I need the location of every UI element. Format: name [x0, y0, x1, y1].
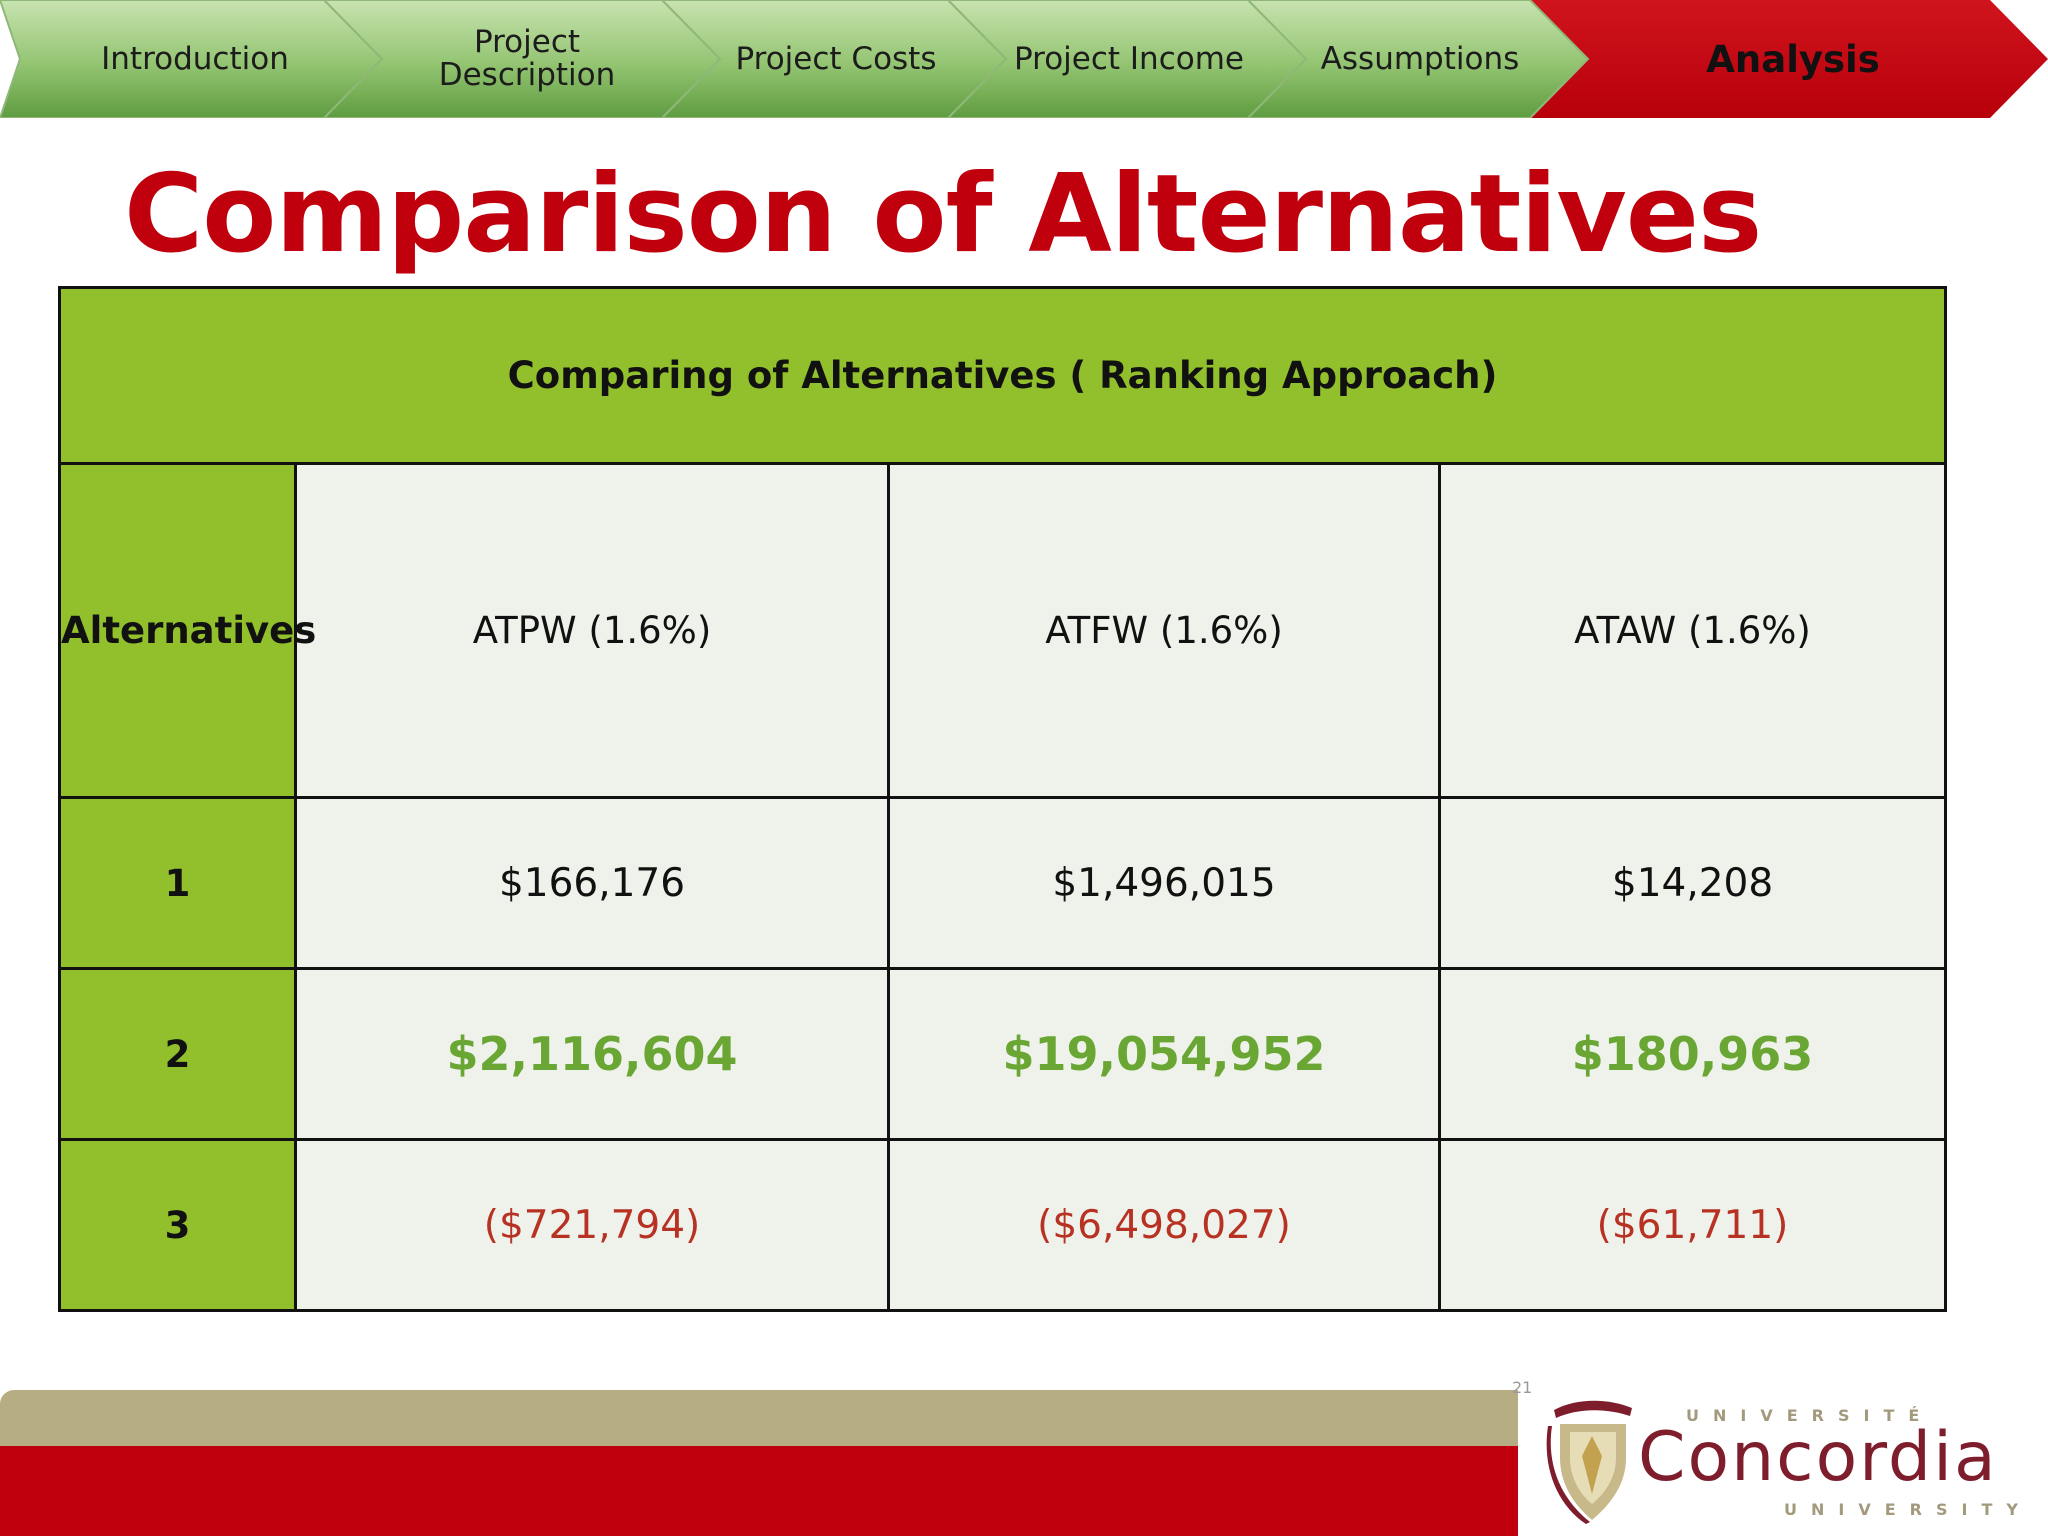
crumb-introduction[interactable]: Introduction — [101, 40, 289, 77]
footer-red-band — [0, 1446, 1518, 1536]
ataw-value: $14,208 — [1437, 796, 1948, 970]
ataw-value: $180,963 — [1437, 967, 1948, 1141]
section-nav-background — [0, 0, 2048, 118]
atpw-value: ($721,794) — [294, 1138, 890, 1312]
atfw-value: $1,496,015 — [887, 796, 1441, 970]
table-caption-row: Comparing of Alternatives ( Ranking Appr… — [57, 286, 1948, 465]
slide-title: Comparison of Alternatives — [124, 152, 1762, 277]
crumb-shape-introduction[interactable] — [0, 0, 384, 118]
column-header-atfw: ATFW (1.6%) — [887, 462, 1441, 799]
alternatives-header: Alternatives — [58, 462, 316, 799]
column-header-atpw: ATPW (1.6%) — [294, 462, 890, 799]
crumb-project-description[interactable]: Project Description — [438, 24, 616, 93]
logo-concordia-text: Concordia — [1638, 1418, 1998, 1497]
alternative-label: 3 — [58, 1138, 297, 1312]
table-row: 3 ($721,794) ($6,498,027) ($61,711) — [58, 1138, 1948, 1312]
page-number: 21 — [1512, 1378, 1533, 1397]
table-header-row: Alternatives ATPW (1.6%) ATFW (1.6%) ATA… — [58, 462, 1948, 799]
table-caption: Comparing of Alternatives ( Ranking Appr… — [57, 286, 1948, 465]
table-row: 1 $166,176 $1,496,015 $14,208 — [58, 796, 1948, 970]
alternative-label: 2 — [58, 967, 297, 1141]
atfw-value: $19,054,952 — [887, 967, 1441, 1141]
atpw-value: $2,116,604 — [294, 967, 890, 1141]
ataw-value: ($61,711) — [1437, 1138, 1948, 1312]
logo-universite-text: UNIVERSITÉ — [1686, 1406, 1934, 1425]
atfw-value: ($6,498,027) — [887, 1138, 1441, 1312]
alternative-label: 1 — [58, 796, 297, 970]
atpw-value: $166,176 — [294, 796, 890, 970]
column-header-ataw: ATAW (1.6%) — [1437, 462, 1948, 799]
concordia-shield-icon — [1546, 1400, 1632, 1524]
crumb-assumptions[interactable]: Assumptions — [1320, 40, 1520, 77]
comparison-table: Comparing of Alternatives ( Ranking Appr… — [57, 286, 1948, 1312]
table-row: 2 $2,116,604 $19,054,952 $180,963 — [58, 967, 1948, 1141]
footer-tan-band — [0, 1390, 1518, 1448]
crumb-project-costs[interactable]: Project Costs — [735, 40, 937, 77]
crumb-project-income[interactable]: Project Income — [1014, 40, 1244, 77]
section-nav: Introduction Project Description Project… — [0, 0, 2048, 118]
logo-university-text: UNIVERSITY — [1784, 1500, 2032, 1519]
crumb-shape-analysis[interactable] — [1530, 0, 2048, 118]
crumb-analysis[interactable]: Analysis — [1706, 37, 1880, 81]
concordia-logo: UNIVERSITÉ Concordia UNIVERSITY — [1546, 1396, 2018, 1526]
